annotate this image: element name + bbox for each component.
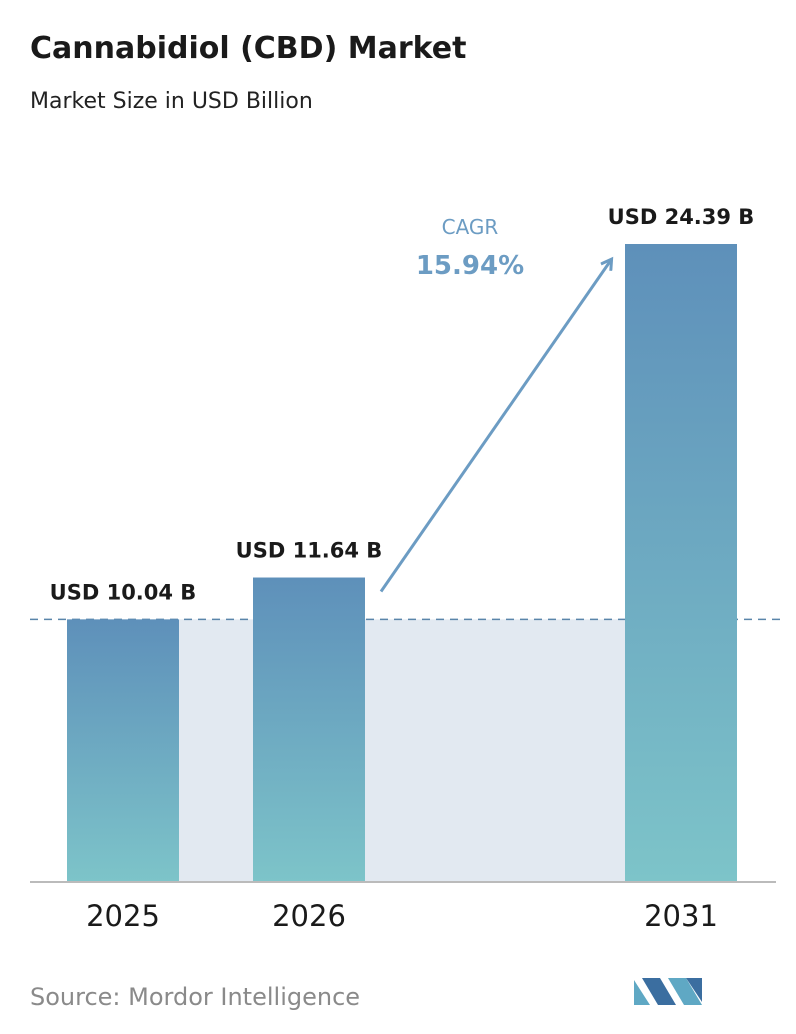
x-tick-label: 2026 <box>272 899 346 933</box>
x-tick-label: 2031 <box>644 899 718 933</box>
value-label: USD 10.04 B <box>50 580 197 604</box>
cagr-arrow <box>379 260 611 593</box>
bar <box>67 619 179 882</box>
bar <box>253 577 365 882</box>
bar <box>625 244 737 882</box>
cagr-value: 15.94% <box>416 251 524 281</box>
chart-subtitle: Market Size in USD Billion <box>30 89 313 114</box>
x-tick-label: 2025 <box>86 899 160 933</box>
cagr-label: CAGR <box>442 215 499 239</box>
logo <box>634 978 702 1005</box>
chart-title: Cannabidiol (CBD) Market <box>30 31 466 66</box>
source: Source: Mordor Intelligence <box>30 983 360 1011</box>
value-label: USD 11.64 B <box>236 539 383 563</box>
value-label: USD 24.39 B <box>608 205 755 229</box>
